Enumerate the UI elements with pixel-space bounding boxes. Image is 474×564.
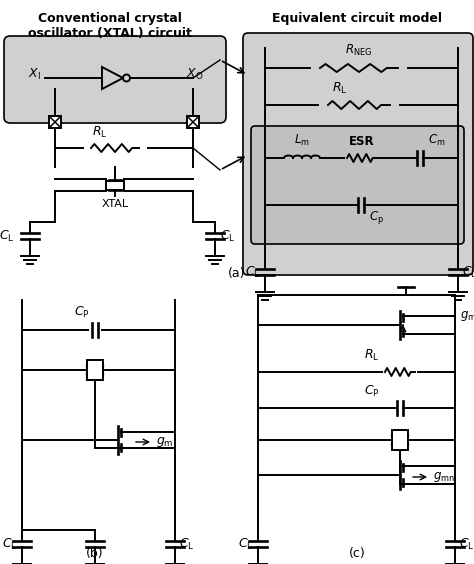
- Text: $L_\mathrm{m}$: $L_\mathrm{m}$: [294, 133, 310, 148]
- Text: $C_\mathrm{P}$: $C_\mathrm{P}$: [364, 384, 380, 399]
- Text: $C_\mathrm{L}$: $C_\mathrm{L}$: [220, 228, 236, 244]
- FancyBboxPatch shape: [4, 36, 226, 123]
- Text: $C_\mathrm{L}$: $C_\mathrm{L}$: [2, 536, 18, 552]
- Text: $X_\mathrm{O}$: $X_\mathrm{O}$: [186, 67, 203, 82]
- Text: $g_\mathrm{m}$: $g_\mathrm{m}$: [156, 435, 173, 449]
- Bar: [106, 180, 124, 190]
- Text: $C_\mathrm{L}$: $C_\mathrm{L}$: [179, 536, 194, 552]
- Text: Equivalent circuit model: Equivalent circuit model: [272, 12, 442, 25]
- Bar: [187, 116, 199, 128]
- Text: $C_\mathrm{L}$: $C_\mathrm{L}$: [238, 536, 254, 552]
- Text: (b): (b): [86, 547, 104, 559]
- Text: $C_\mathrm{L}$: $C_\mathrm{L}$: [246, 265, 261, 280]
- Bar: [49, 116, 61, 128]
- Text: $X_\mathrm{I}$: $X_\mathrm{I}$: [28, 67, 41, 82]
- Text: $g_\mathrm{mn}$: $g_\mathrm{mn}$: [433, 470, 455, 484]
- Text: $C_\mathrm{L}$: $C_\mathrm{L}$: [459, 536, 474, 552]
- FancyBboxPatch shape: [251, 126, 464, 244]
- Bar: [87, 360, 103, 380]
- Text: XTAL: XTAL: [101, 199, 128, 209]
- Text: $R_\mathrm{NEG}$: $R_\mathrm{NEG}$: [346, 43, 373, 58]
- Text: $C_\mathrm{m}$: $C_\mathrm{m}$: [428, 133, 446, 148]
- Text: Conventional crystal
oscillator (XTAL) circuit: Conventional crystal oscillator (XTAL) c…: [28, 12, 192, 40]
- Bar: [392, 430, 408, 450]
- Text: ESR: ESR: [349, 135, 375, 148]
- Text: $C_\mathrm{p}$: $C_\mathrm{p}$: [369, 209, 384, 226]
- Text: $g_\mathrm{mp}$: $g_\mathrm{mp}$: [460, 309, 474, 324]
- FancyBboxPatch shape: [243, 33, 473, 275]
- Text: (a): (a): [228, 267, 246, 280]
- Text: (c): (c): [348, 547, 365, 559]
- Text: $C_\mathrm{L}$: $C_\mathrm{L}$: [0, 228, 15, 244]
- Text: $R_\mathrm{L}$: $R_\mathrm{L}$: [92, 125, 108, 140]
- Text: $C_\mathrm{P}$: $C_\mathrm{P}$: [74, 305, 90, 320]
- Text: $C_\mathrm{L}$: $C_\mathrm{L}$: [462, 265, 474, 280]
- Text: $R_\mathrm{L}$: $R_\mathrm{L}$: [364, 348, 380, 363]
- Text: $R_\mathrm{L}$: $R_\mathrm{L}$: [332, 81, 348, 96]
